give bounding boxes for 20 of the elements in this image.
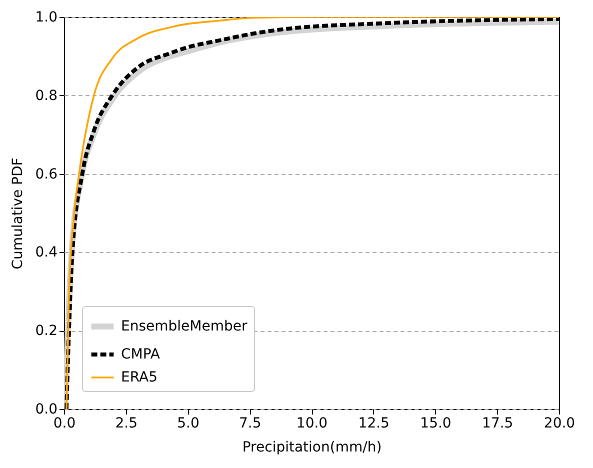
y-tick-label: 0.4 bbox=[35, 244, 58, 261]
legend-label: EnsembleMember bbox=[121, 318, 248, 334]
x-tick-label: 7.5 bbox=[238, 416, 262, 432]
y-tick-label: 0.6 bbox=[35, 166, 58, 182]
y-tick-label: 1.0 bbox=[35, 10, 58, 26]
y-axis-title: Cumulative PDF bbox=[10, 158, 26, 270]
x-tick-label: 5.0 bbox=[177, 416, 200, 432]
y-tick-label: 0.0 bbox=[35, 402, 58, 418]
x-axis-title: Precipitation(mm/h) bbox=[242, 440, 382, 456]
y-tick-label: 0.2 bbox=[35, 323, 58, 340]
x-tick-label: 12.5 bbox=[358, 416, 390, 432]
x-tick-label: 20.0 bbox=[544, 416, 576, 432]
legend-label: CMPA bbox=[121, 346, 160, 362]
x-tick-label: 10.0 bbox=[296, 416, 328, 432]
y-tick-label: 0.8 bbox=[35, 88, 58, 104]
x-tick-label: 17.5 bbox=[482, 416, 514, 432]
legend-label: ERA5 bbox=[121, 370, 158, 386]
x-tick-label: 15.0 bbox=[420, 416, 452, 432]
x-tick-label: 0.0 bbox=[53, 416, 76, 432]
x-tick-label: 2.5 bbox=[115, 416, 138, 432]
